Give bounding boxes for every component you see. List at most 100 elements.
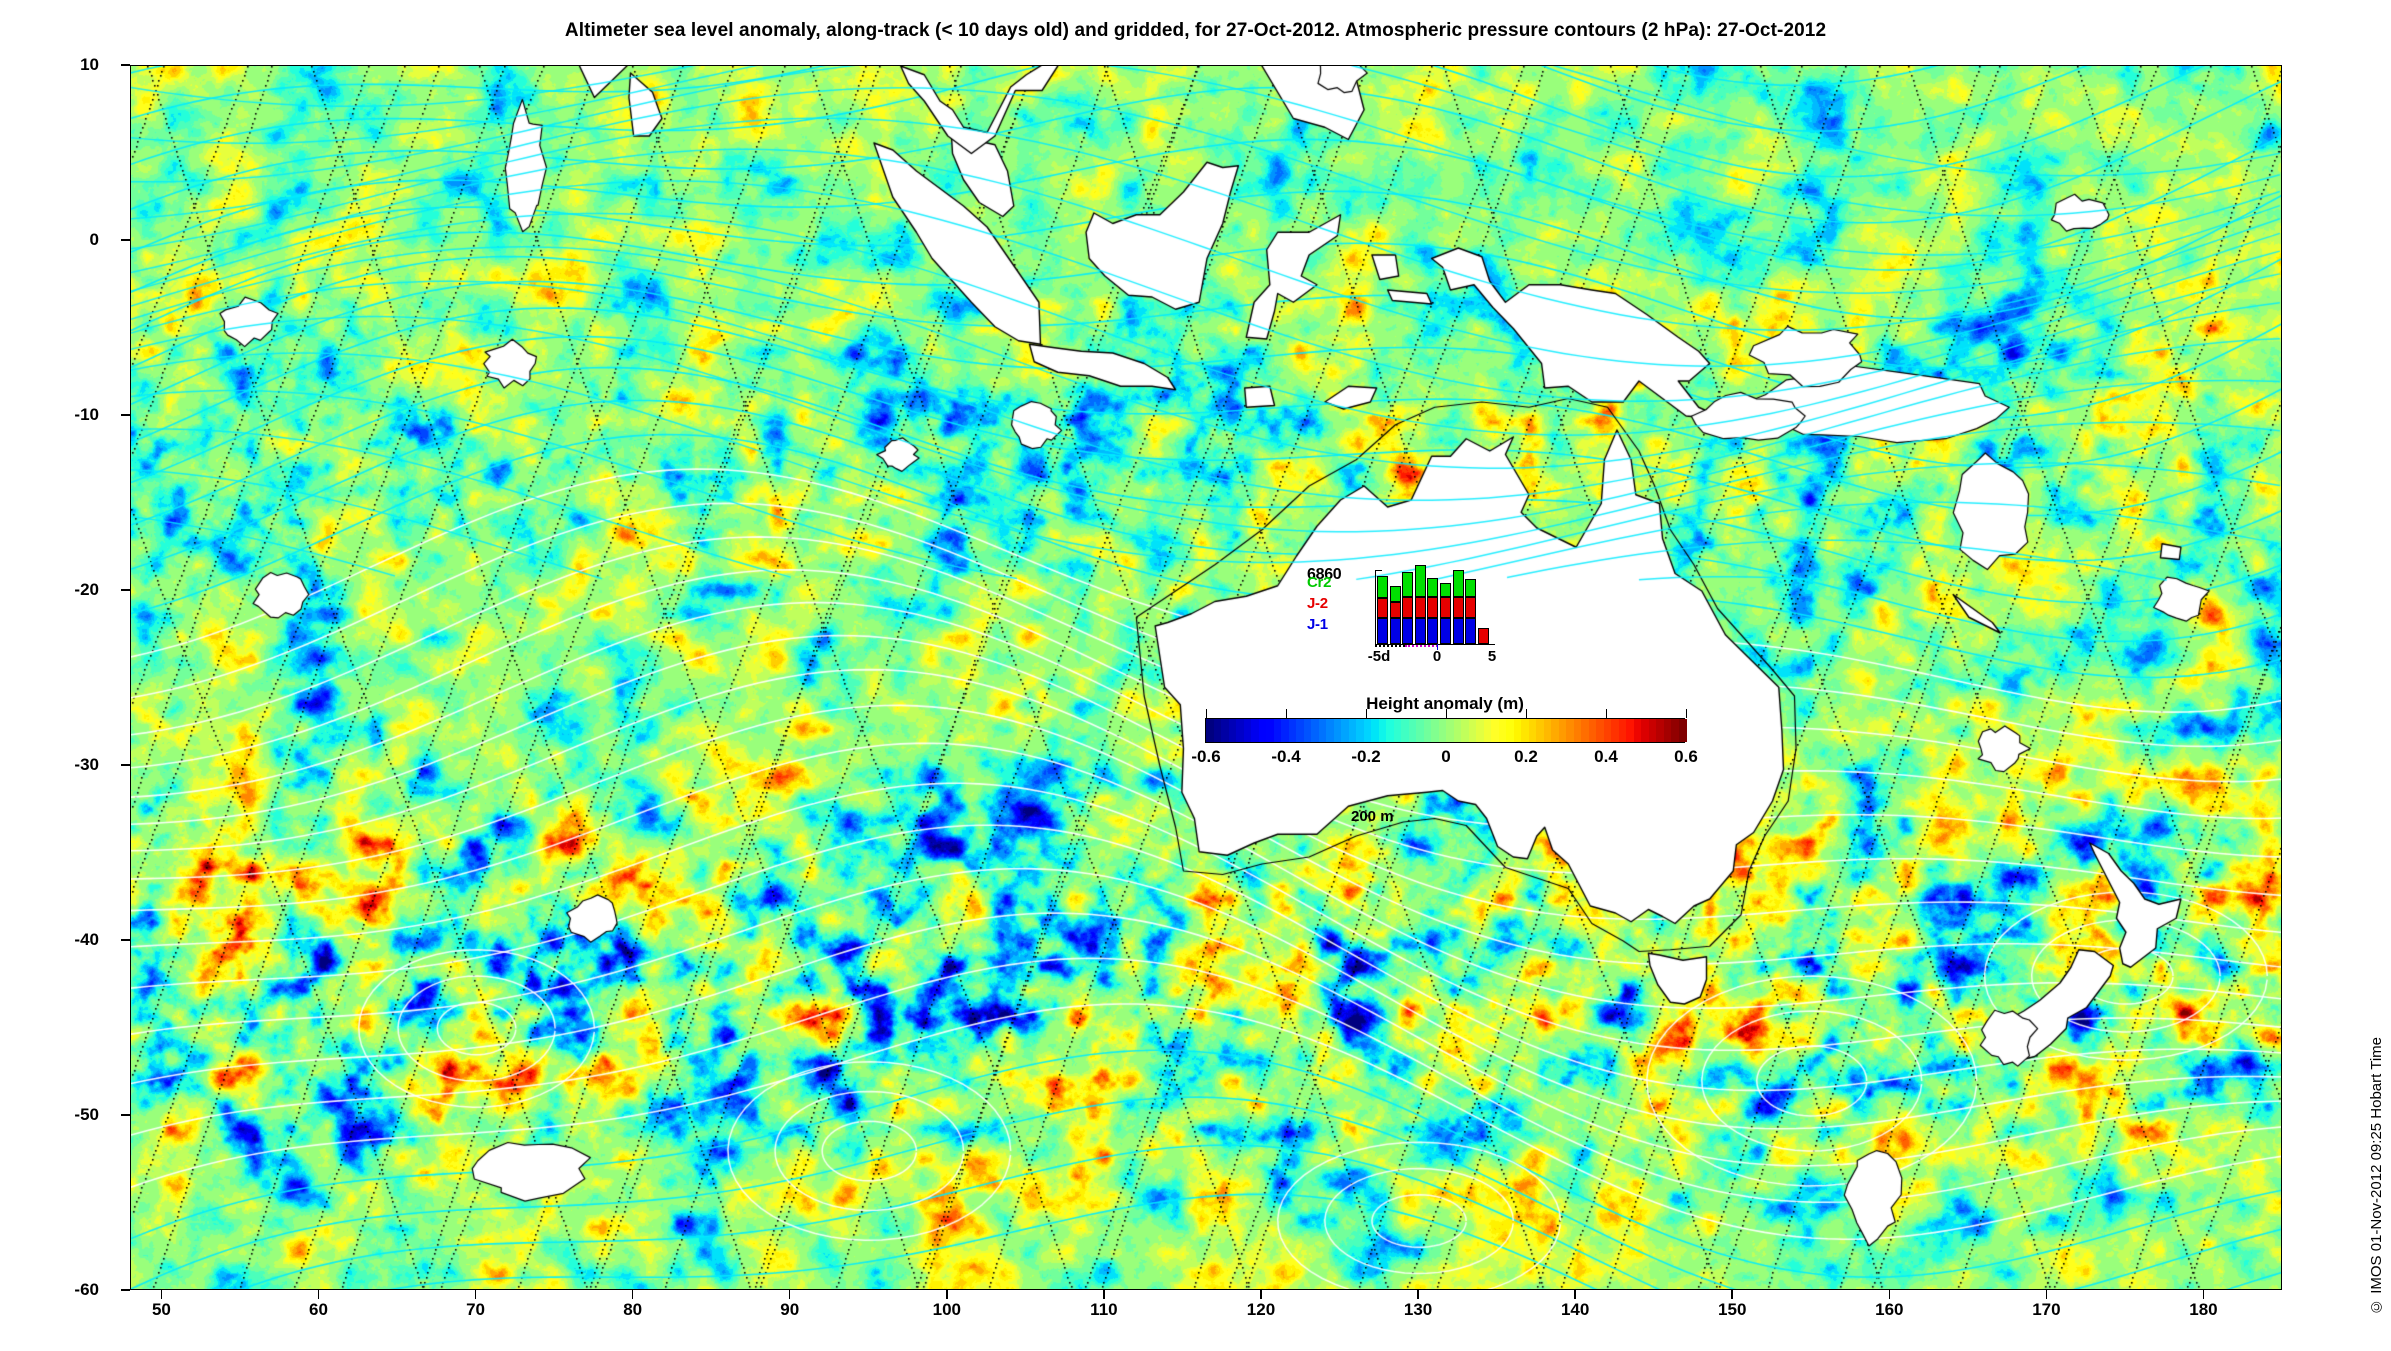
histogram-segment-j2 — [1477, 628, 1489, 644]
colorbar-segment — [1633, 719, 1642, 742]
colorbar-segment — [1506, 719, 1515, 742]
colorbar-strip[interactable]: -0.6 -0.4 -0.2 0 0.2 0.4 0.6 — [1191, 709, 1698, 766]
x-tick-label: 160 — [1875, 1300, 1904, 1319]
histogram-segment-j1 — [1440, 618, 1451, 644]
x-tick-mark — [788, 1290, 791, 1299]
histogram-segment-j2 — [1465, 597, 1477, 618]
histogram-segment-j2 — [1389, 602, 1401, 618]
x-tick-label: 150 — [1718, 1300, 1747, 1319]
colorbar-segment — [1296, 719, 1305, 742]
colorbar-tick — [1366, 709, 1368, 718]
colorbar-segment — [1678, 719, 1687, 742]
x-tick-label: 90 — [780, 1300, 800, 1319]
colorbar-segment — [1251, 719, 1260, 742]
colorbar-segment — [1618, 719, 1627, 742]
x-tick-label: 130 — [1403, 1300, 1433, 1319]
colorbar-segment — [1603, 719, 1612, 742]
colorbar-tick-label: 0.6 — [1674, 747, 1698, 766]
colorbar-segment — [1228, 719, 1237, 742]
x-tick-label: 110 — [1090, 1300, 1118, 1319]
colorbar-tick-label: 0.4 — [1594, 747, 1618, 766]
histogram-segment-cr2 — [1440, 583, 1451, 597]
y-tick-label: 0 — [89, 230, 99, 249]
x-tick-label: 120 — [1246, 1300, 1276, 1319]
colorbar-segment — [1243, 719, 1252, 742]
histogram-dotted-magenta — [1405, 645, 1438, 649]
colorbar-segment — [1671, 719, 1680, 742]
colorbar-segment — [1558, 719, 1567, 742]
y-tick-mark — [121, 939, 130, 941]
colorbar-tick — [1286, 709, 1288, 718]
histogram-bar — [1377, 576, 1388, 644]
colorbar-tick-label: 0 — [1441, 747, 1451, 766]
page-title: Altimeter sea level anomaly, along-track… — [564, 20, 1827, 41]
colorbar-segment — [1341, 719, 1350, 742]
colorbar-segment — [1438, 719, 1447, 742]
histogram-y-axis — [1375, 570, 1377, 644]
colorbar-segment — [1416, 719, 1425, 742]
colorbar-segment — [1461, 719, 1470, 742]
histogram-total-count: 6860 — [1307, 566, 1342, 583]
histogram-segment-j2 — [1440, 597, 1451, 618]
colorbar-segment — [1281, 719, 1290, 742]
histogram-segment-j1 — [1452, 618, 1464, 644]
colorbar-segment — [1521, 719, 1530, 742]
x-tick-mark — [160, 1290, 163, 1299]
x-tick-label: 170 — [2032, 1300, 2061, 1319]
histogram-segment-cr2 — [1402, 572, 1414, 597]
histogram-segment-cr2 — [1465, 579, 1477, 597]
x-tick-mark — [1260, 1290, 1262, 1299]
histogram-segment-cr2 — [1427, 578, 1439, 597]
colorbar-tick — [1526, 709, 1528, 718]
colorbar-segment — [1386, 719, 1395, 742]
colorbar-segment — [1326, 719, 1335, 742]
x-tick-label: 60 — [309, 1300, 328, 1319]
histogram-bars: -5d 0 5 — [1368, 565, 1496, 665]
colorbar-segment — [1596, 719, 1605, 742]
colorbar-segment — [1536, 719, 1545, 742]
y-tick-label: -30 — [74, 755, 99, 774]
histogram-bar — [1477, 628, 1489, 644]
histogram-bar — [1402, 572, 1414, 644]
colorbar-tick — [1606, 709, 1608, 718]
colorbar-segment — [1483, 719, 1492, 742]
x-tick-mark — [474, 1290, 477, 1299]
colorbar-tick — [1206, 709, 1208, 718]
y-tick-mark — [121, 589, 130, 591]
histogram-dotted-black — [1375, 645, 1405, 649]
colorbar-segment — [1648, 719, 1657, 742]
colorbar-segment — [1446, 719, 1455, 742]
colorbar-segment — [1588, 719, 1597, 742]
colorbar-segment — [1266, 719, 1275, 742]
colorbar-tick-label: -0.6 — [1191, 747, 1221, 766]
x-tick-mark — [946, 1290, 948, 1299]
colorbar-segment — [1348, 719, 1357, 742]
colorbar-title: Height anomaly (m) — [1366, 694, 1524, 713]
colorbar-segment — [1288, 719, 1297, 742]
x-tick-label: 140 — [1560, 1300, 1590, 1319]
histogram-bar — [1414, 565, 1426, 644]
colorbar-tick-label: -0.4 — [1271, 747, 1301, 766]
colorbar-segment — [1656, 719, 1665, 742]
bathymetry-contour-label: 200 m — [1351, 808, 1394, 825]
x-tick-mark — [1731, 1290, 1733, 1299]
colorbar-segment — [1476, 719, 1485, 742]
colorbar-segment — [1581, 719, 1590, 742]
map-plot-area[interactable] — [130, 65, 2282, 1290]
colorbar-segment — [1468, 719, 1477, 742]
colorbar-segment — [1453, 719, 1462, 742]
colorbar-segment — [1318, 719, 1327, 742]
histogram-segment-j2 — [1427, 597, 1439, 618]
histogram-segment-cr2 — [1389, 586, 1401, 602]
colorbar-segment — [1356, 719, 1365, 742]
colorbar-segment — [1641, 719, 1650, 742]
histogram-segment-cr2 — [1452, 570, 1464, 597]
histogram-segment-j1 — [1414, 618, 1426, 644]
colorbar-tick-label: -0.2 — [1351, 747, 1381, 766]
colorbar: Height anomaly (m) -0.6 -0.4 -0.2 0 0.2 0.4 0.… — [1191, 694, 1698, 766]
colorbar-segment — [1333, 719, 1342, 742]
colorbar-segment — [1311, 719, 1320, 742]
colorbar-segment — [1423, 719, 1432, 742]
histogram-xlabel-zero: 0 — [1432, 648, 1442, 665]
y-tick-label: -10 — [74, 405, 99, 424]
